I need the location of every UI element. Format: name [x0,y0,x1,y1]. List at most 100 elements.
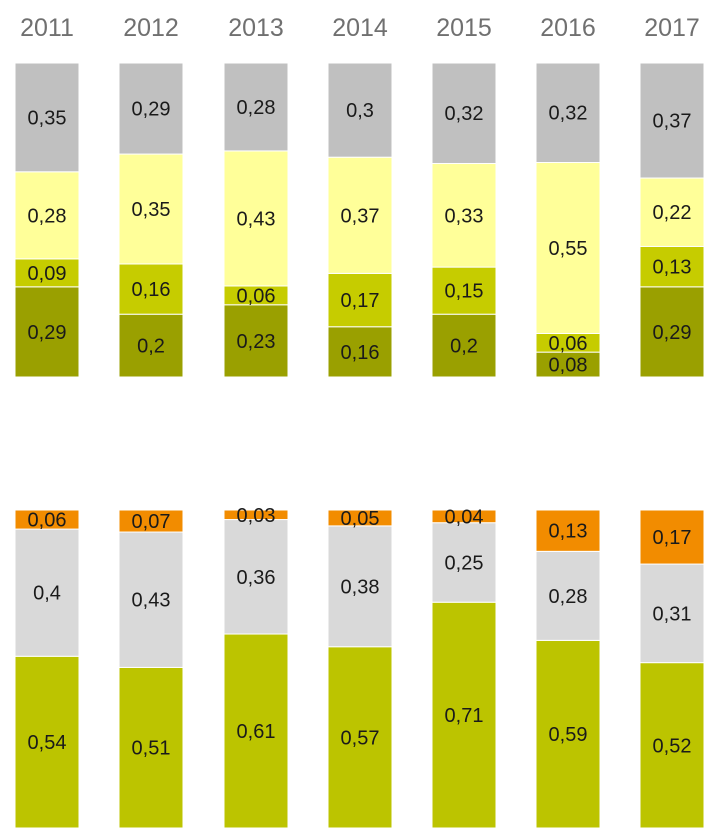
data-label-2017-4: 0,37 [653,111,692,133]
bar-segment-2012-2 [118,263,184,315]
bar-segment-2015-4 [431,62,497,164]
year-label-2016: 2016 [540,14,596,42]
data-label-2015-1: 0,2 [450,336,478,358]
bar-segment-2011-2 [14,528,80,657]
data-label-2015-2: 0,25 [445,552,484,574]
bar-segment-2011-4 [14,62,80,173]
data-label-2011-1: 0,54 [28,732,67,754]
bar-segment-2014-4 [327,62,393,158]
bar-segment-2016-4 [535,62,601,163]
data-label-2011-3: 0,06 [28,510,67,532]
data-label-2012-3: 0,07 [132,511,171,533]
data-label-2017-1: 0,29 [653,322,692,344]
data-label-2015-3: 0,04 [445,506,484,528]
data-label-2014-2: 0,17 [341,290,380,312]
data-label-2014-3: 0,37 [341,205,380,227]
bar-segment-2017-3 [639,509,705,565]
data-label-2012-1: 0,2 [137,336,165,358]
data-label-2014-4: 0,3 [346,100,374,122]
year-label-2014: 2014 [332,14,388,42]
bar-segment-2015-2 [431,266,497,315]
year-label-2012: 2012 [123,14,179,42]
year-label-2013: 2013 [228,14,284,42]
data-label-2012-3: 0,35 [132,199,171,221]
bar-segment-2012-3 [118,509,184,533]
bar-segment-2011-1 [14,286,80,378]
bar-segment-2012-4 [118,62,184,155]
data-label-2012-2: 0,16 [132,279,171,301]
bar-segment-2015-3 [431,162,497,268]
data-label-2014-2: 0,38 [341,576,380,598]
bar-segment-2014-2 [327,272,393,328]
data-label-2015-1: 0,71 [445,705,484,727]
bar-segment-2016-3 [535,161,601,334]
bar-segment-2016-1 [535,639,601,828]
bar-segment-2013-1 [223,304,289,378]
year-label-2017: 2017 [644,14,700,42]
data-label-2017-3: 0,17 [653,527,692,549]
year-label-2015: 2015 [436,14,492,42]
data-label-2016-1: 0,08 [549,355,588,377]
bar-segment-2014-3 [327,509,393,527]
data-label-2016-1: 0,59 [549,724,588,746]
bar-segment-2014-1 [327,326,393,378]
year-label-2011: 2011 [20,14,74,42]
data-label-2016-2: 0,06 [549,333,588,355]
bar-segment-2016-3 [535,509,601,552]
data-label-2013-1: 0,61 [237,721,276,743]
data-label-2017-2: 0,13 [653,257,692,279]
data-label-2014-1: 0,57 [341,727,380,749]
data-label-2015-2: 0,15 [445,281,484,303]
bar-segment-2013-1 [223,633,289,828]
data-label-2013-3: 0,03 [237,505,276,527]
bar-segment-2015-2 [431,522,497,603]
bar-segment-2014-1 [327,646,393,828]
bar-segment-2013-3 [223,509,289,521]
data-label-2016-4: 0,32 [549,103,588,125]
data-label-2013-4: 0,28 [237,97,276,119]
bar-segment-2015-3 [431,509,497,524]
data-label-2016-2: 0,28 [549,586,588,608]
bar-segment-2011-2 [14,258,80,288]
data-label-2013-2: 0,36 [237,567,276,589]
data-label-2012-1: 0,51 [132,738,171,760]
bar-segment-2017-3 [639,177,705,247]
bar-segment-2011-3 [14,509,80,530]
data-label-2011-2: 0,09 [28,263,67,285]
bar-segment-2017-1 [639,286,705,378]
data-label-2011-2: 0,4 [33,583,61,605]
bar-segment-2012-1 [118,313,184,378]
bar-segment-2016-2 [535,550,601,641]
bar-segment-2017-1 [639,662,705,828]
data-label-2016-3: 0,55 [549,238,588,260]
bar-segment-2017-2 [639,563,705,664]
data-label-2014-3: 0,05 [341,508,380,530]
bar-segment-2013-3 [223,150,289,287]
bar-segment-2015-1 [431,601,497,828]
data-label-2016-3: 0,13 [549,521,588,543]
bar-segment-2016-1 [535,351,601,378]
data-label-2013-1: 0,23 [237,331,276,353]
chart-panel-1: 2011 0,29 0,09 0,28 0,35 2012 0,2 0,16 0,35 0,29 2… [14,14,705,378]
chart-panel-2: 0,54 0,4 0,06 0,51 0,43 0,07 0,61 0,36 0,03 0,57 0… [14,505,705,828]
data-label-2015-3: 0,33 [445,205,484,227]
data-label-2011-3: 0,28 [28,205,67,227]
data-label-2014-1: 0,16 [341,342,380,364]
data-label-2015-4: 0,32 [445,103,484,125]
bar-segment-2013-4 [223,62,289,152]
data-label-2017-1: 0,52 [653,735,692,757]
data-label-2013-2: 0,06 [237,285,276,307]
bar-segment-2014-3 [327,156,393,274]
bar-segment-2014-2 [327,525,393,648]
bar-segment-2017-4 [639,62,705,179]
data-label-2011-4: 0,35 [28,107,67,129]
bar-segment-2012-3 [118,153,184,265]
data-label-2017-2: 0,31 [653,603,692,625]
data-label-2012-4: 0,29 [132,99,171,121]
bar-segment-2012-2 [118,531,184,668]
data-label-2012-2: 0,43 [132,590,171,612]
data-label-2011-1: 0,29 [28,322,67,344]
data-label-2013-3: 0,43 [237,208,276,230]
bar-segment-2015-1 [431,313,497,378]
